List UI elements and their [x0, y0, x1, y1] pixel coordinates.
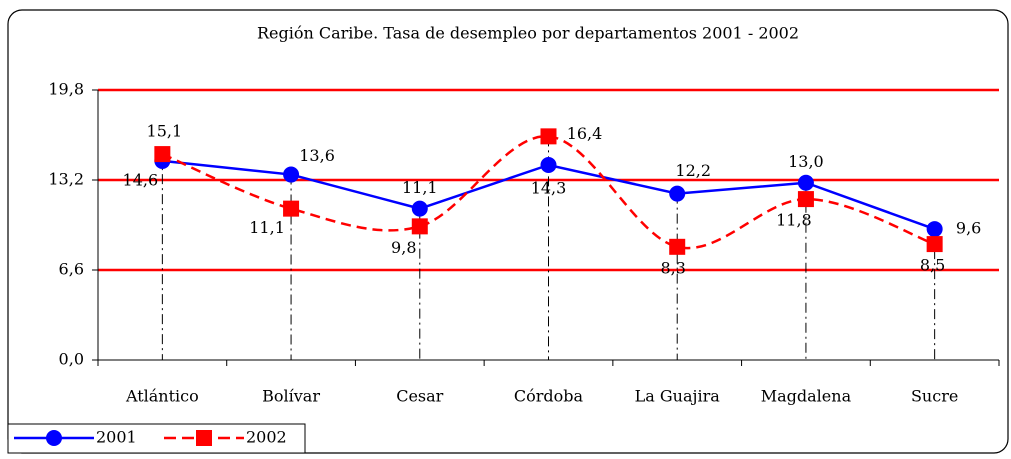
point: [283, 166, 300, 183]
chart-frame: [7, 9, 1009, 454]
point: [154, 146, 171, 163]
value-label: 9,6: [956, 219, 981, 238]
point: [669, 185, 686, 202]
point: [540, 128, 557, 145]
value-label: 11,8: [776, 211, 812, 230]
value-label: 14,6: [123, 170, 159, 189]
value-label: 13,0: [788, 152, 824, 171]
x-tick-label: Sucre: [911, 387, 958, 406]
value-label: 11,1: [249, 218, 285, 237]
x-tick-label: Atlántico: [125, 387, 199, 406]
x-tick-label: Magdalena: [761, 387, 852, 406]
point: [926, 221, 943, 238]
value-label: 15,1: [147, 122, 183, 141]
value-label: 9,8: [391, 238, 416, 257]
chart-title: Región Caribe. Tasa de desempleo por dep…: [257, 24, 799, 43]
point: [411, 200, 428, 217]
point: [926, 236, 943, 253]
point: [540, 157, 557, 173]
x-tick-label: Córdoba: [514, 387, 584, 406]
value-label: 14,3: [531, 179, 567, 198]
legend-marker: [46, 430, 62, 446]
point: [411, 218, 428, 235]
y-tick-label: 0,0: [59, 350, 84, 369]
point: [797, 191, 814, 208]
x-tick-label: Bolívar: [262, 387, 320, 406]
point: [797, 174, 814, 191]
legend-marker: [196, 430, 212, 446]
value-label: 8,5: [920, 256, 945, 275]
value-label: 8,3: [660, 258, 685, 277]
point: [283, 200, 300, 217]
legend-label: 2002: [246, 428, 287, 447]
value-label: 11,1: [402, 178, 438, 197]
value-label: 12,2: [675, 161, 711, 180]
legend-label: 2001: [96, 428, 137, 447]
point: [669, 238, 686, 255]
x-tick-label: La Guajira: [635, 387, 721, 406]
x-tick-label: Cesar: [396, 387, 443, 406]
y-tick-label: 13,2: [48, 170, 84, 189]
value-label: 13,6: [299, 146, 335, 165]
y-tick-label: 6,6: [59, 260, 84, 279]
y-tick-label: 19,8: [48, 80, 84, 99]
value-label: 16,4: [567, 124, 603, 143]
